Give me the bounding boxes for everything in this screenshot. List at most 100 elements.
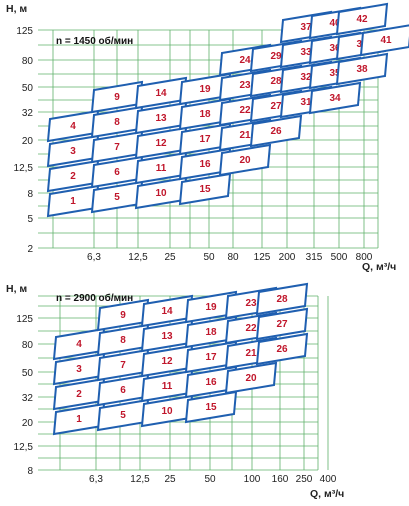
coverage-field (90, 80, 144, 114)
field-number: 9 (120, 310, 126, 321)
y-tick-label: 32 (22, 108, 34, 119)
y-axis-label: H, м (6, 283, 27, 295)
x-tick-label: 50 (203, 252, 215, 263)
field-number: 3 (76, 364, 82, 375)
x-tick-label: 12,5 (130, 474, 150, 485)
y-tick-label: 5 (27, 214, 33, 225)
field-number: 40 (329, 18, 341, 29)
field-number: 24 (239, 55, 251, 66)
field-number: 5 (114, 192, 120, 203)
field-number: 6 (120, 385, 126, 396)
coverage-field (335, 52, 389, 86)
coverage-field (249, 114, 303, 148)
x-axis-label: Q, м³/ч (310, 488, 344, 500)
field-number: 2 (70, 171, 76, 182)
field-number: 8 (120, 335, 126, 346)
y-tick-label: 80 (22, 56, 34, 67)
field-number: 18 (205, 327, 217, 338)
speed-label: n = 1450 об/мин (56, 35, 133, 47)
field-number: 27 (276, 319, 288, 330)
field-number: 11 (156, 163, 167, 174)
field-number: 10 (161, 406, 173, 417)
field-number: 12 (161, 356, 173, 367)
y-tick-label: 32 (22, 393, 34, 404)
x-tick-label: 12,5 (128, 252, 148, 263)
x-tick-label: 500 (331, 252, 348, 263)
x-tick-label: 50 (204, 474, 216, 485)
coverage-field (134, 76, 188, 110)
field-number: 19 (199, 84, 211, 95)
field-number: 4 (70, 121, 76, 132)
x-tick-label: 6,3 (89, 474, 103, 485)
y-tick-label: 12,5 (14, 442, 34, 453)
y-tick-label: 20 (22, 136, 34, 147)
coverage-field (335, 2, 389, 36)
field-number: 41 (380, 35, 392, 46)
y-tick-label: 80 (22, 340, 34, 351)
y-tick-label: 50 (22, 368, 34, 379)
field-number: 38 (356, 64, 368, 75)
field-number: 13 (161, 331, 173, 342)
field-number: 4 (76, 339, 82, 350)
field-number: 42 (356, 14, 368, 25)
field-number: 29 (270, 51, 282, 62)
x-tick-label: 160 (272, 474, 289, 485)
field-number: 23 (245, 298, 257, 309)
x-tick-label: 315 (306, 252, 323, 263)
field-number: 15 (205, 402, 217, 413)
field-number: 17 (199, 134, 211, 145)
field-number: 16 (199, 159, 211, 170)
x-tick-label: 125 (254, 252, 271, 263)
field-number: 31 (300, 97, 312, 108)
field-number: 12 (155, 138, 167, 149)
x-tick-label: 250 (296, 474, 313, 485)
coverage-field (255, 282, 309, 316)
x-tick-label: 6,3 (87, 252, 101, 263)
x-tick-label: 200 (279, 252, 296, 263)
field-number: 22 (245, 323, 257, 334)
field-number: 9 (114, 92, 120, 103)
field-number: 14 (161, 306, 173, 317)
field-number: 19 (205, 302, 217, 313)
y-tick-label: 2 (27, 244, 33, 255)
field-number: 11 (162, 381, 173, 392)
field-number: 7 (120, 360, 126, 371)
field-number: 35 (329, 68, 341, 79)
field-number: 34 (329, 93, 341, 104)
field-number: 1 (76, 414, 82, 425)
field-number: 13 (155, 113, 167, 124)
coverage-field (308, 81, 362, 115)
x-tick-label: 400 (320, 474, 337, 485)
y-tick-label: 20 (22, 418, 34, 429)
coverage-field (359, 24, 409, 57)
y-tick-label: 8 (27, 189, 33, 200)
coverage-field (140, 294, 194, 328)
field-number: 23 (239, 80, 251, 91)
x-axis-label: Q, м³/ч (362, 261, 396, 273)
coverage-field (184, 290, 238, 324)
field-number: 18 (199, 109, 211, 120)
field-number: 28 (276, 294, 288, 305)
field-number: 1 (70, 196, 76, 207)
field-number: 3 (70, 146, 76, 157)
field-number: 33 (300, 47, 312, 58)
field-number: 22 (239, 105, 251, 116)
field-number: 10 (155, 188, 167, 199)
coverage-field (96, 298, 150, 332)
field-number: 15 (199, 184, 211, 195)
y-tick-label: 12,5 (14, 163, 34, 174)
x-tick-label: 800 (356, 252, 373, 263)
field-number: 8 (114, 117, 120, 128)
field-number: 26 (276, 344, 288, 355)
coverage-field (224, 361, 278, 395)
field-number: 32 (300, 72, 312, 83)
y-tick-label: 125 (16, 26, 33, 37)
field-number: 14 (155, 88, 167, 99)
x-tick-label: 25 (164, 252, 176, 263)
field-number: 16 (205, 377, 217, 388)
field-number: 17 (205, 352, 217, 363)
coverage-field (255, 332, 309, 366)
field-number: 6 (114, 167, 120, 178)
